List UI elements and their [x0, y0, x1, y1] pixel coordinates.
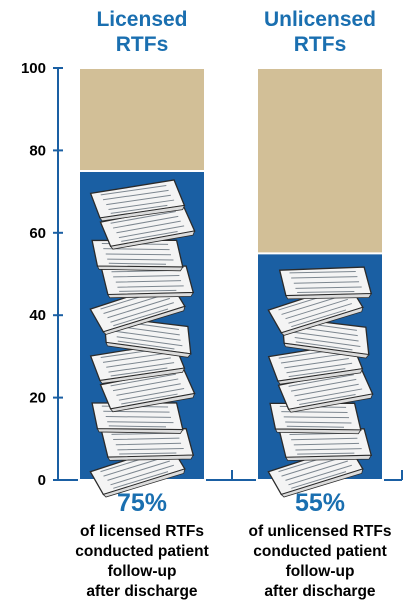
- y-tick-label: 40: [29, 307, 46, 324]
- column-title-1-line-1: Licensed: [96, 8, 187, 31]
- column-title-2-line-1: Unlicensed: [264, 8, 376, 31]
- y-tick-label: 20: [29, 390, 46, 407]
- caption-1-line-1: of licensed RTFs: [80, 523, 204, 540]
- column-title-1-line-2: RTFs: [116, 33, 169, 56]
- y-tick-label: 100: [21, 60, 46, 77]
- value-label-1: 75%: [117, 489, 167, 517]
- y-tick-label: 60: [29, 225, 46, 242]
- caption-1-line-4: after discharge: [86, 583, 198, 600]
- value-label-2: 55%: [295, 489, 345, 517]
- column-title-2-line-2: RTFs: [294, 33, 347, 56]
- bar-remainder-2: [257, 68, 383, 254]
- caption-2-line-1: of unlicensed RTFs: [249, 523, 392, 540]
- caption-2-line-2: conducted patient: [253, 543, 386, 560]
- caption-2-line-4: after discharge: [264, 583, 376, 600]
- caption-1-line-2: conducted patient: [75, 543, 208, 560]
- y-tick-label: 0: [38, 472, 46, 489]
- y-tick-label: 80: [29, 142, 46, 159]
- caption-2-line-3: follow-up: [286, 563, 355, 580]
- bar-remainder-1: [79, 68, 205, 171]
- caption-1-line-3: follow-up: [108, 563, 177, 580]
